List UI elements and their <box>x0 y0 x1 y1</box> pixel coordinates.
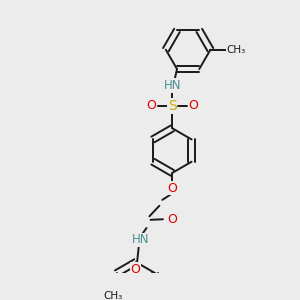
Text: O: O <box>130 262 140 276</box>
Text: HN: HN <box>132 233 149 246</box>
Text: O: O <box>167 213 177 226</box>
Text: O: O <box>146 100 156 112</box>
Text: O: O <box>188 100 198 112</box>
Text: HN: HN <box>164 79 181 92</box>
Text: S: S <box>168 99 177 113</box>
Text: CH₃: CH₃ <box>226 45 246 55</box>
Text: CH₃: CH₃ <box>103 290 123 300</box>
Text: O: O <box>167 182 177 195</box>
